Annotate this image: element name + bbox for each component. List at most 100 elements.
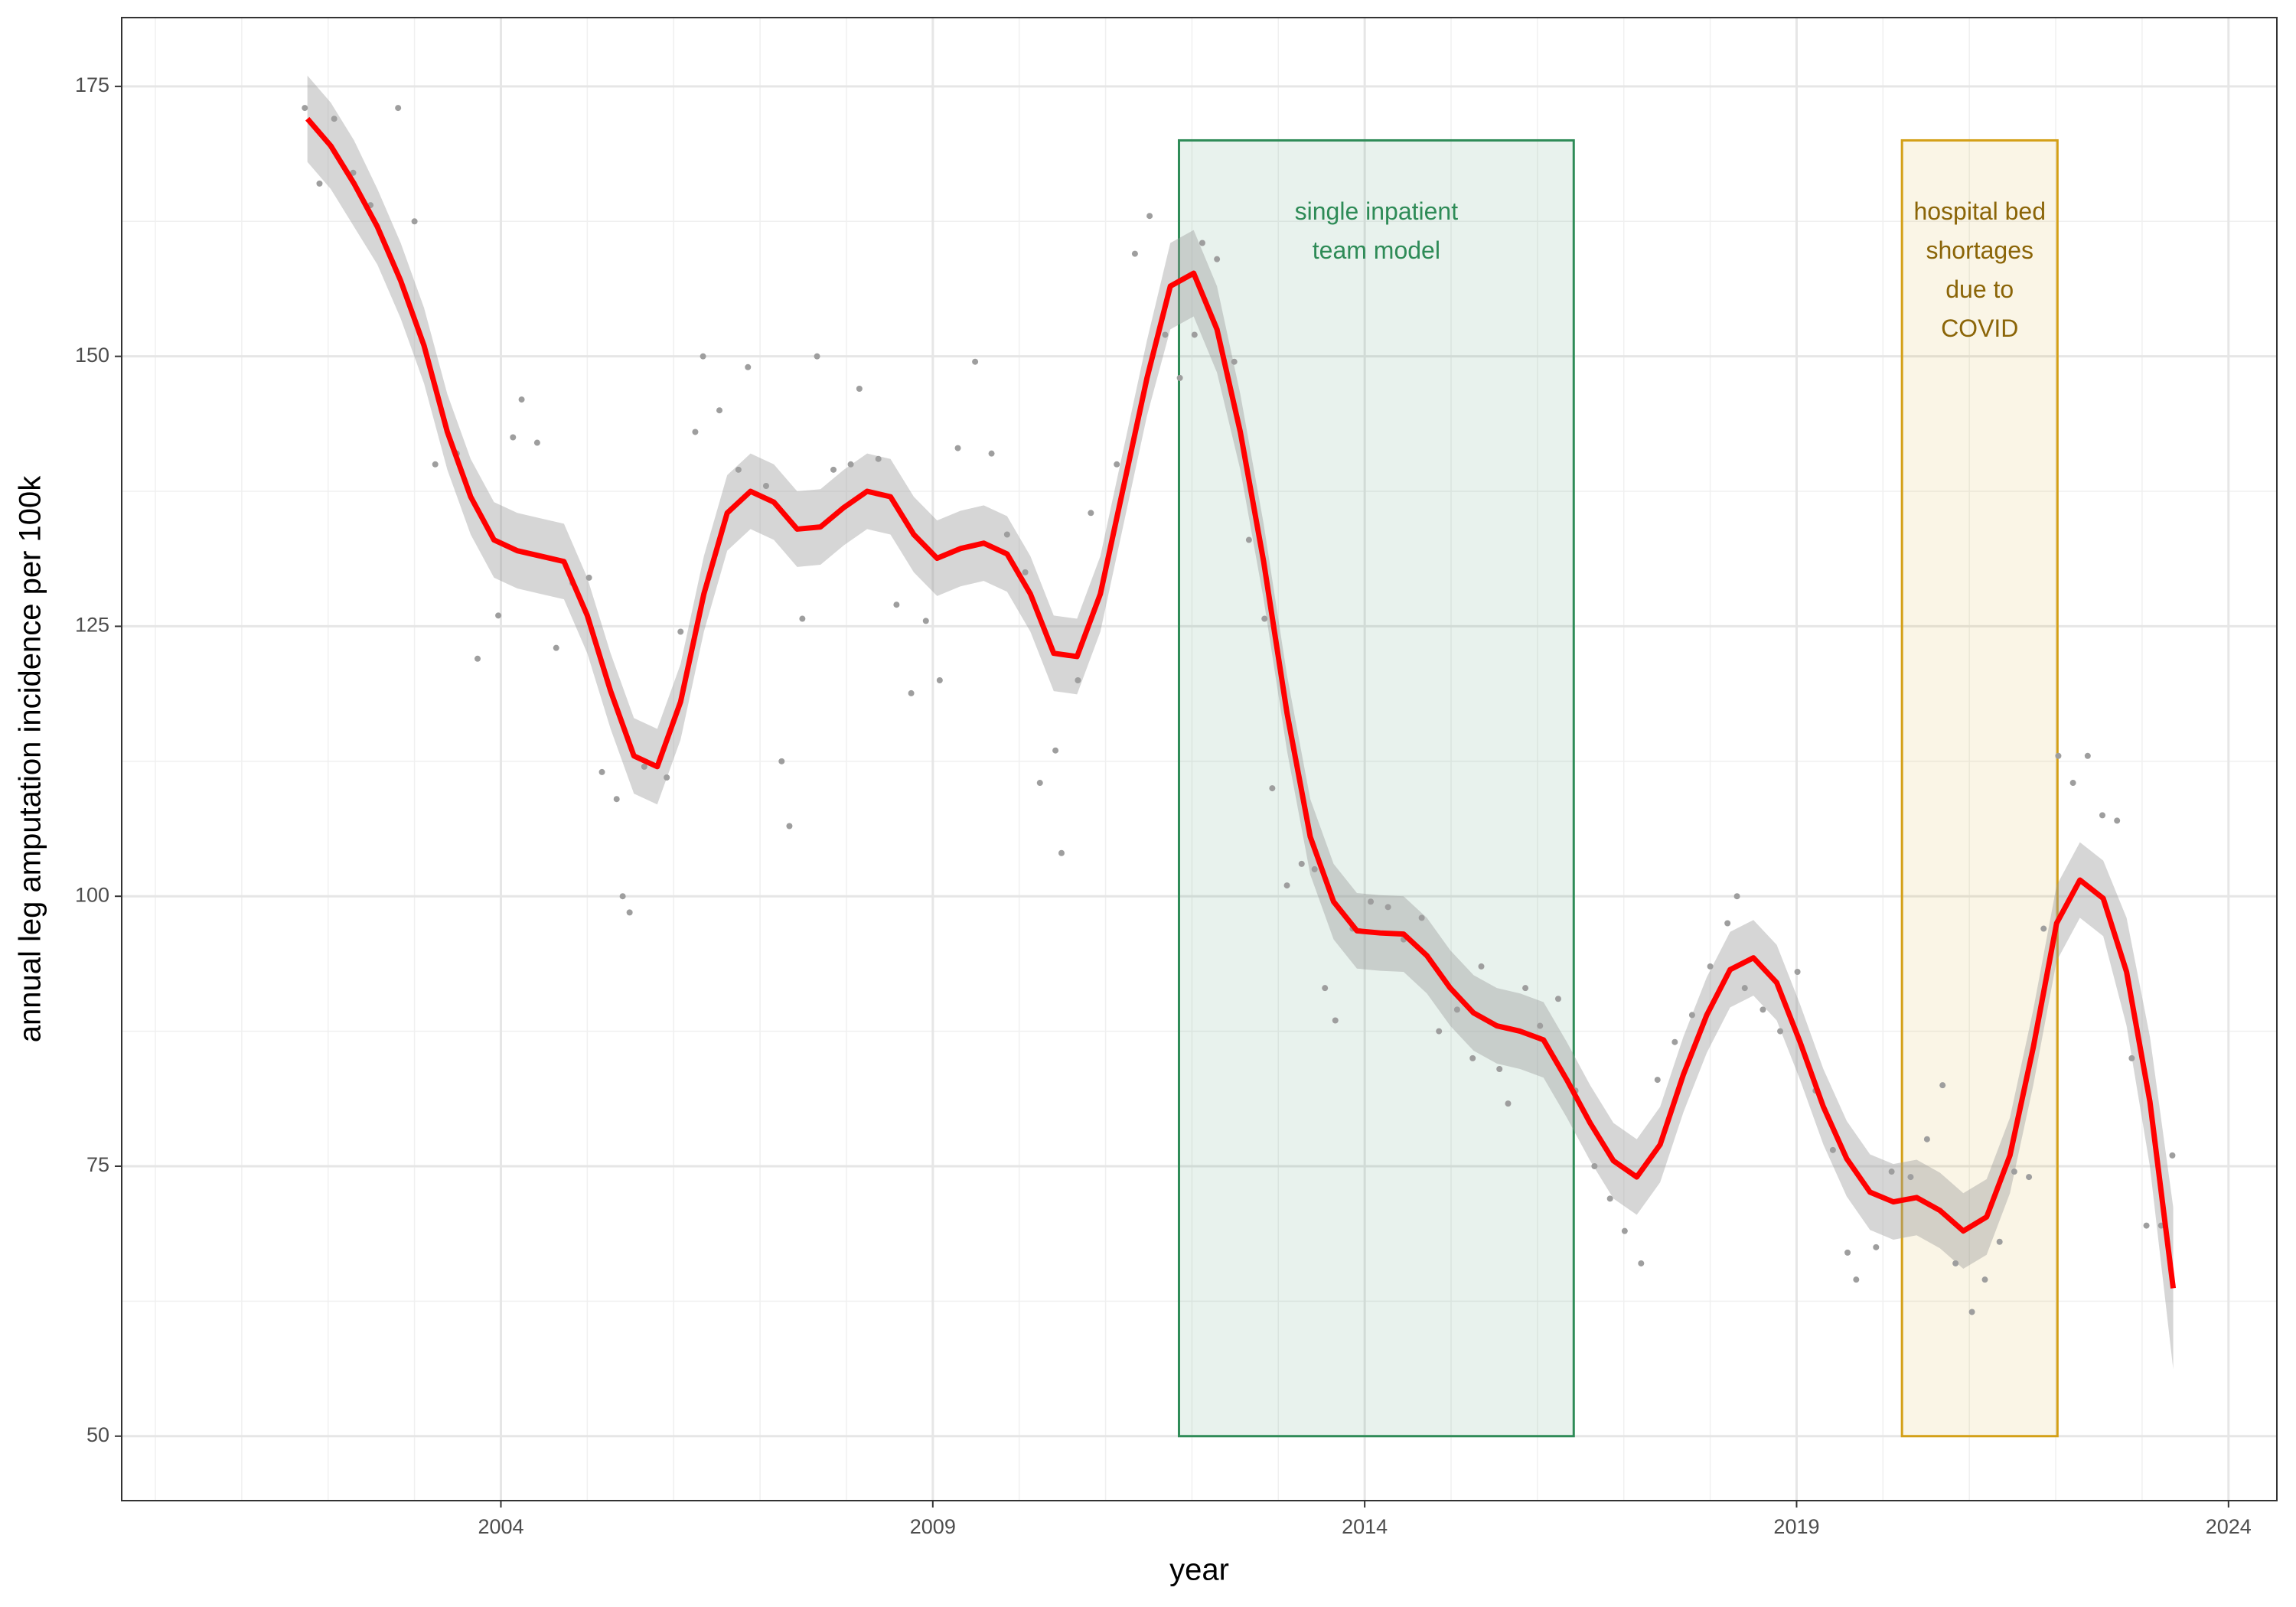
data-point [1853, 1276, 1860, 1283]
data-point [1003, 531, 1010, 538]
region-label: team model [1313, 236, 1440, 264]
data-point [1322, 985, 1329, 992]
data-point [2128, 1054, 2135, 1061]
x-tick-label: 2004 [478, 1515, 523, 1538]
data-point [626, 909, 633, 916]
plot-layer [302, 75, 2177, 1438]
data-point [533, 439, 540, 446]
data-point [893, 601, 900, 608]
data-point [510, 434, 517, 441]
data-point [1981, 1276, 1988, 1283]
data-point [1554, 996, 1561, 1002]
data-point [1231, 358, 1238, 365]
data-point [1968, 1309, 1975, 1315]
region-label: COVID [1941, 315, 2018, 342]
y-tick-label: 50 [86, 1423, 109, 1446]
data-point [598, 768, 605, 775]
data-point [1741, 985, 1748, 992]
data-point [432, 461, 439, 468]
data-point [1688, 1012, 1695, 1019]
data-point [2084, 752, 2091, 759]
data-point [745, 363, 752, 370]
x-axis-title: year [1169, 1553, 1229, 1587]
data-point [1036, 780, 1043, 787]
data-point [972, 358, 979, 365]
y-tick-label: 75 [86, 1153, 109, 1176]
data-point [1733, 893, 1740, 900]
data-point [641, 763, 647, 770]
data-point [1760, 1006, 1766, 1013]
data-point [1621, 1227, 1628, 1234]
data-point [1022, 569, 1029, 575]
data-point [585, 574, 592, 581]
y-tick-label: 125 [75, 614, 109, 637]
data-point [553, 644, 559, 651]
data-point [1214, 256, 1221, 262]
highlight-region [1177, 139, 1575, 1438]
data-point [1311, 865, 1318, 872]
data-point [692, 429, 699, 435]
data-point [1829, 1146, 1836, 1153]
data-point [1176, 374, 1183, 381]
data-point [1537, 1022, 1544, 1029]
data-point [664, 774, 670, 781]
data-point [1298, 860, 1305, 867]
data-point [700, 353, 706, 360]
data-point [495, 612, 502, 619]
data-point [1496, 1065, 1503, 1072]
data-point [735, 466, 742, 473]
region-label: due to [1945, 275, 2014, 303]
data-point [1088, 510, 1094, 517]
y-tick-label: 175 [75, 73, 109, 96]
data-point [1606, 1195, 1613, 1202]
data-point [1724, 920, 1731, 927]
data-point [1638, 1260, 1645, 1266]
data-point [1591, 1162, 1598, 1169]
data-point [1114, 461, 1120, 468]
data-point [2055, 752, 2062, 759]
data-point [1888, 1169, 1895, 1175]
x-tick-label: 2014 [1342, 1515, 1388, 1538]
data-point [302, 105, 308, 112]
data-point [830, 466, 837, 473]
data-point [1052, 747, 1059, 754]
region-label: hospital bed [1913, 197, 2046, 225]
data-point [778, 758, 785, 764]
data-point [1131, 250, 1138, 257]
data-point [1436, 1028, 1443, 1035]
y-axis-title: annual leg amputation incidence per 100k [14, 475, 47, 1043]
data-point [1671, 1038, 1678, 1045]
data-point [1844, 1249, 1851, 1256]
data-point [762, 482, 769, 489]
data-point [1952, 1260, 1959, 1266]
data-point [475, 655, 481, 662]
data-point [1269, 785, 1276, 792]
data-point [1384, 904, 1391, 911]
data-point [954, 445, 961, 451]
data-point [2114, 817, 2121, 824]
data-point [518, 396, 525, 403]
confidence-band [307, 75, 2174, 1370]
data-point [1191, 331, 1198, 338]
y-tick-label: 150 [75, 344, 109, 367]
data-point [2069, 780, 2076, 787]
data-point [2040, 925, 2047, 932]
data-point [613, 796, 620, 803]
data-point [1453, 1006, 1460, 1013]
data-point [1058, 849, 1065, 856]
data-point [1199, 240, 1205, 246]
data-point [1245, 536, 1252, 543]
data-point [2143, 1222, 2150, 1229]
data-point [1075, 676, 1081, 683]
data-point [1654, 1077, 1661, 1084]
data-point [1469, 1054, 1476, 1061]
data-point [1923, 1136, 1930, 1143]
x-tick-label: 2019 [1773, 1515, 1819, 1538]
data-point [1996, 1238, 2003, 1245]
data-point [677, 628, 684, 635]
data-point [331, 116, 338, 122]
data-point [847, 461, 854, 468]
data-point [619, 893, 626, 900]
data-point [988, 450, 995, 457]
